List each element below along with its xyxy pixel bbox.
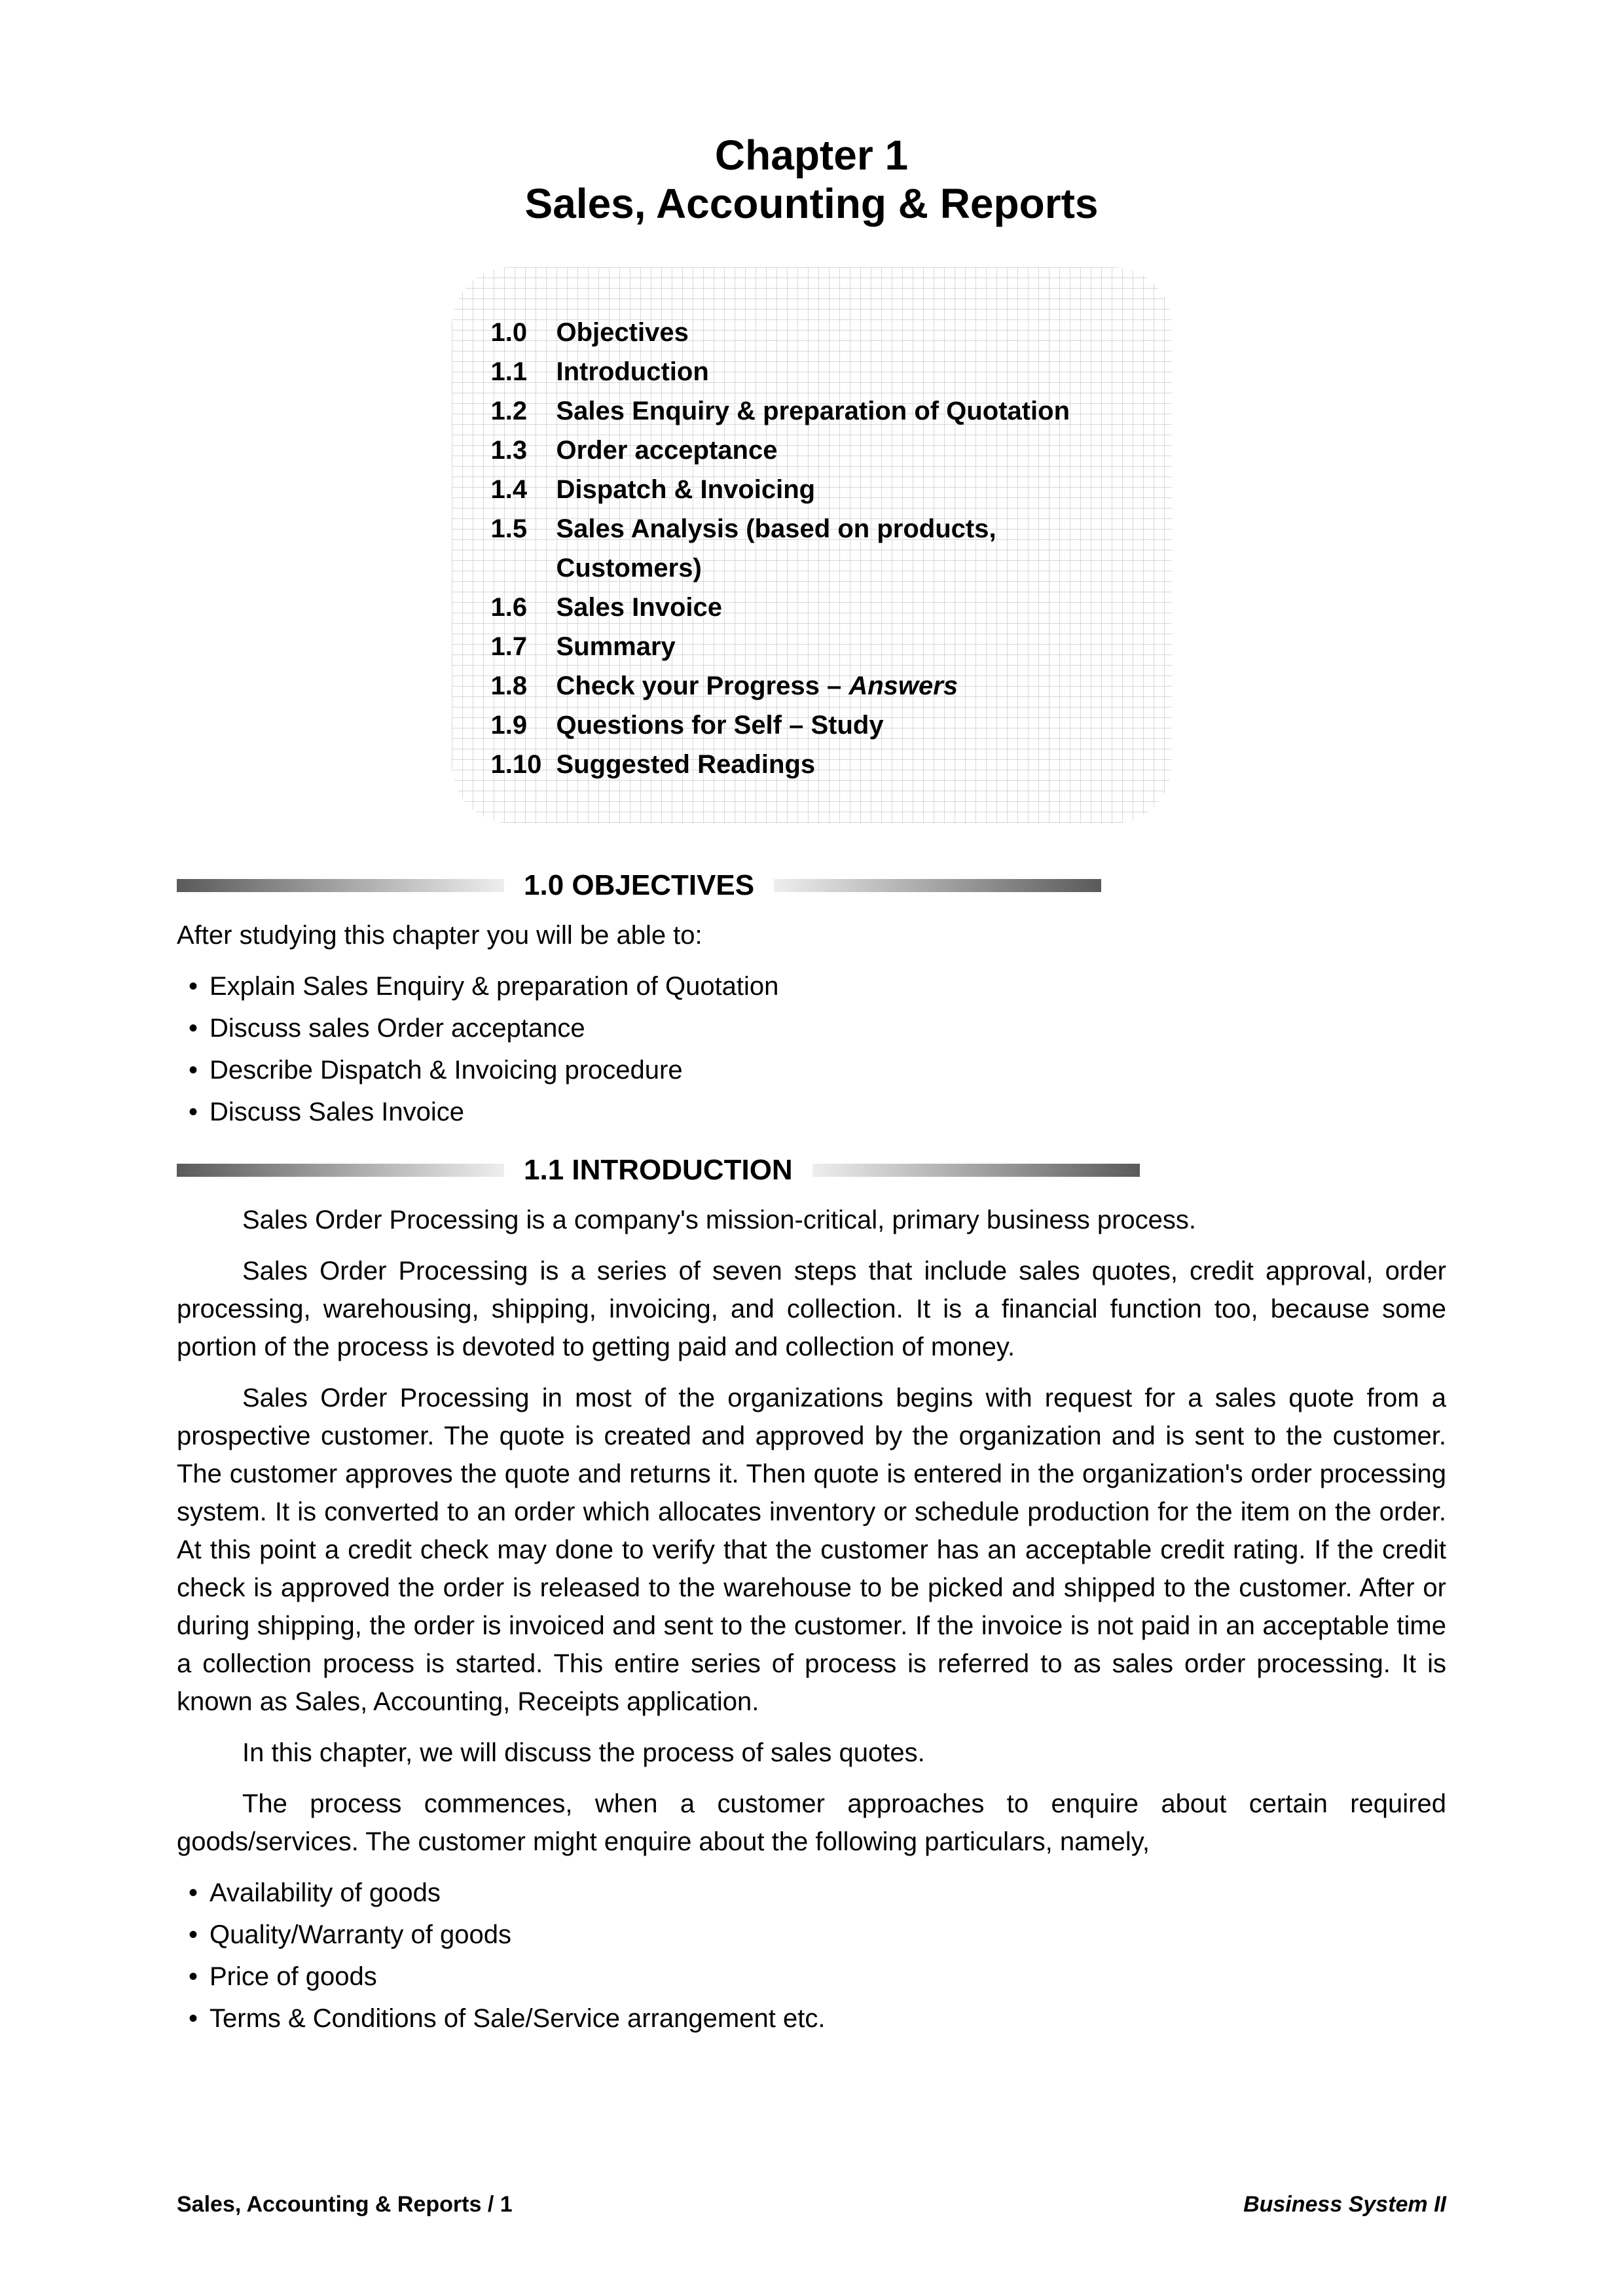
- list-item: • Quality/Warranty of goods: [177, 1916, 1446, 1954]
- list-item: • Availability of goods: [177, 1874, 1446, 1912]
- toc-item: 1.2 Sales Enquiry & preparation of Quota…: [491, 391, 1139, 431]
- bullet-text: Quality/Warranty of goods: [210, 1916, 1446, 1954]
- toc-label: Objectives: [556, 313, 1139, 352]
- list-item: • Discuss sales Order acceptance: [177, 1009, 1446, 1047]
- bullet-text: Price of goods: [210, 1958, 1446, 1996]
- gradient-bar-icon: [177, 879, 504, 892]
- table-of-contents-box: 1.0 Objectives 1.1 Introduction 1.2 Sale…: [452, 267, 1172, 823]
- bullet-list: • Explain Sales Enquiry & preparation of…: [177, 967, 1446, 1131]
- paragraph: Sales Order Processing is a company's mi…: [177, 1201, 1446, 1239]
- toc-number: 1.10: [491, 745, 556, 784]
- toc-item: 1.8 Check your Progress – Answers: [491, 666, 1139, 706]
- section-heading-text: 1.0 OBJECTIVES: [524, 869, 754, 902]
- section-heading-text: 1.1 INTRODUCTION: [524, 1154, 793, 1187]
- page: Chapter 1 Sales, Accounting & Reports 1.…: [0, 0, 1623, 2296]
- gradient-bar-icon: [177, 1164, 504, 1177]
- list-item: • Explain Sales Enquiry & preparation of…: [177, 967, 1446, 1005]
- toc-number: 1.9: [491, 706, 556, 745]
- toc-number: 1.1: [491, 352, 556, 391]
- section-heading: 1.0 OBJECTIVES: [177, 869, 1446, 902]
- toc-number: 1.8: [491, 666, 556, 706]
- toc-label: Sales Analysis (based on products, Custo…: [556, 509, 1139, 588]
- bullet-text: Terms & Conditions of Sale/Service arran…: [210, 2000, 1446, 2037]
- bullet-text: Describe Dispatch & Invoicing procedure: [210, 1051, 1446, 1089]
- toc-item: 1.9 Questions for Self – Study: [491, 706, 1139, 745]
- toc-label: Order acceptance: [556, 431, 1139, 470]
- chapter-title: Chapter 1 Sales, Accounting & Reports: [177, 131, 1446, 228]
- section-intro: After studying this chapter you will be …: [177, 916, 1446, 954]
- page-footer: Sales, Accounting & Reports / 1 Business…: [177, 2192, 1446, 2217]
- toc-number: 1.0: [491, 313, 556, 352]
- toc-item: 1.7 Summary: [491, 627, 1139, 666]
- toc-item: 1.1 Introduction: [491, 352, 1139, 391]
- toc-item: 1.0 Objectives: [491, 313, 1139, 352]
- toc-number: 1.7: [491, 627, 556, 666]
- toc-number: 1.6: [491, 588, 556, 627]
- bullet-icon: •: [177, 1874, 210, 1912]
- bullet-icon: •: [177, 1009, 210, 1047]
- section-heading: 1.1 INTRODUCTION: [177, 1154, 1446, 1187]
- gradient-bar-icon: [812, 1164, 1140, 1177]
- toc-item: 1.4 Dispatch & Invoicing: [491, 470, 1139, 509]
- footer-left: Sales, Accounting & Reports / 1: [177, 2192, 513, 2217]
- paragraph: Sales Order Processing in most of the or…: [177, 1379, 1446, 1721]
- list-item: • Price of goods: [177, 1958, 1446, 1996]
- list-item: • Discuss Sales Invoice: [177, 1093, 1446, 1131]
- toc-label: Check your Progress – Answers: [556, 666, 1139, 706]
- toc-label: Questions for Self – Study: [556, 706, 1139, 745]
- chapter-number: Chapter 1: [715, 132, 908, 179]
- paragraph: Sales Order Processing is a series of se…: [177, 1252, 1446, 1366]
- bullet-icon: •: [177, 967, 210, 1005]
- toc-label: Suggested Readings: [556, 745, 1139, 784]
- bullet-icon: •: [177, 1958, 210, 1996]
- list-item: • Describe Dispatch & Invoicing procedur…: [177, 1051, 1446, 1089]
- toc-label: Introduction: [556, 352, 1139, 391]
- toc-label: Sales Invoice: [556, 588, 1139, 627]
- footer-right: Business System II: [1243, 2192, 1446, 2217]
- bullet-list: • Availability of goods • Quality/Warran…: [177, 1874, 1446, 2037]
- toc-number: 1.5: [491, 509, 556, 588]
- toc-label: Sales Enquiry & preparation of Quotation: [556, 391, 1139, 431]
- list-item: • Terms & Conditions of Sale/Service arr…: [177, 2000, 1446, 2037]
- toc-label: Summary: [556, 627, 1139, 666]
- bullet-icon: •: [177, 1051, 210, 1089]
- bullet-icon: •: [177, 1093, 210, 1131]
- toc-item: 1.6 Sales Invoice: [491, 588, 1139, 627]
- paragraph: The process commences, when a customer a…: [177, 1785, 1446, 1861]
- bullet-text: Explain Sales Enquiry & preparation of Q…: [210, 967, 1446, 1005]
- bullet-text: Discuss sales Order acceptance: [210, 1009, 1446, 1047]
- toc-number: 1.4: [491, 470, 556, 509]
- toc-number: 1.2: [491, 391, 556, 431]
- toc-item: 1.3 Order acceptance: [491, 431, 1139, 470]
- paragraph: In this chapter, we will discuss the pro…: [177, 1734, 1446, 1772]
- toc-item: 1.5 Sales Analysis (based on products, C…: [491, 509, 1139, 588]
- gradient-bar-icon: [774, 879, 1101, 892]
- toc-number: 1.3: [491, 431, 556, 470]
- chapter-subtitle: Sales, Accounting & Reports: [525, 180, 1099, 227]
- toc-item: 1.10 Suggested Readings: [491, 745, 1139, 784]
- bullet-icon: •: [177, 2000, 210, 2037]
- bullet-text: Discuss Sales Invoice: [210, 1093, 1446, 1131]
- bullet-text: Availability of goods: [210, 1874, 1446, 1912]
- toc-label: Dispatch & Invoicing: [556, 470, 1139, 509]
- bullet-icon: •: [177, 1916, 210, 1954]
